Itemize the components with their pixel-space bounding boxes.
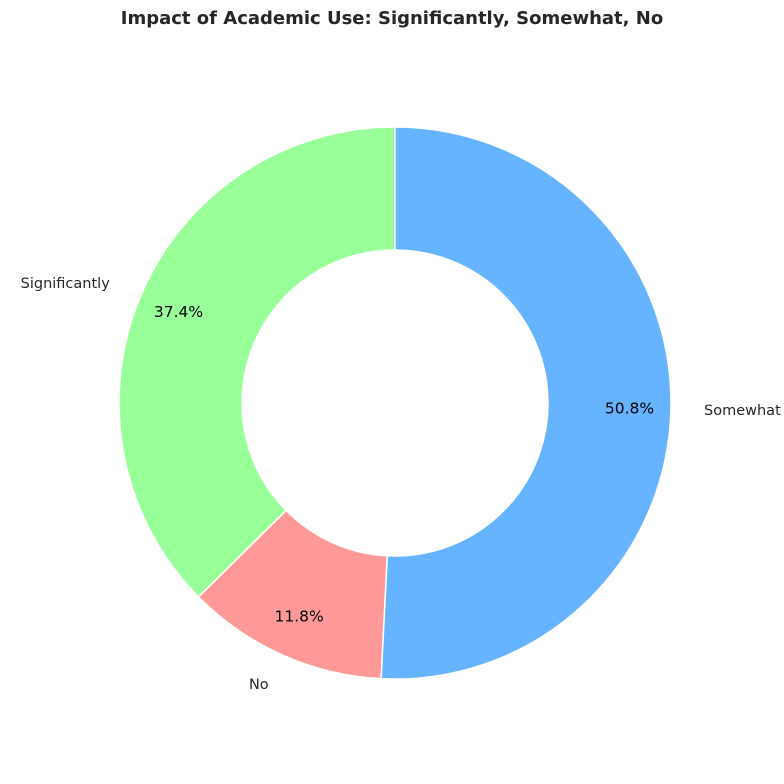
pct-label-significantly: 37.4% (154, 303, 203, 321)
chart-title: Impact of Academic Use: Significantly, S… (120, 8, 664, 29)
pct-label-no: 11.8% (275, 608, 324, 626)
category-label-somewhat: Somewhat (704, 403, 781, 419)
pct-label-somewhat: 50.8% (605, 399, 654, 417)
category-label-significantly: Significantly (21, 276, 111, 292)
slice-significantly (118, 126, 396, 598)
category-label-no: No (249, 677, 269, 693)
donut-labels: 37.4% Significantly 11.8% No 50.8% Somewhat (21, 276, 781, 693)
donut-slices (118, 126, 672, 680)
slice-somewhat (380, 126, 672, 680)
